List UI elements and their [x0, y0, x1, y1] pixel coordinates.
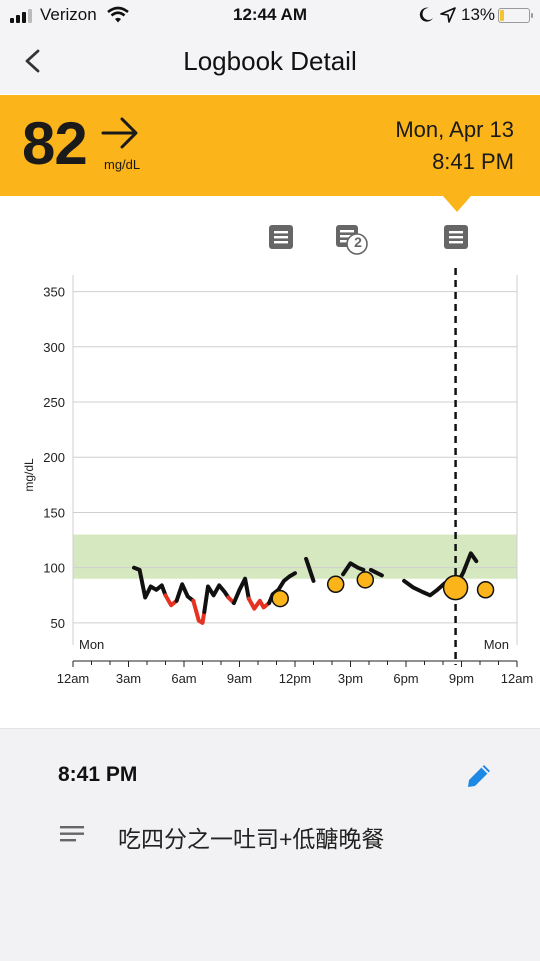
x-tick-label: 6pm: [393, 671, 418, 686]
note-icon[interactable]: [443, 224, 469, 250]
note-stack-icon[interactable]: [335, 224, 369, 256]
glucose-line: [202, 583, 231, 614]
reading-header: 82 mg/dL Mon, Apr 13 8:41 PM: [0, 95, 540, 196]
x-tick-label: 9am: [227, 671, 252, 686]
y-tick-label: 350: [43, 285, 65, 300]
chevron-left-icon[interactable]: [18, 46, 48, 76]
scan-marker[interactable]: [326, 575, 345, 594]
signal-icon: [10, 9, 36, 23]
lines-icon: [60, 826, 84, 842]
glucose-line-low: [191, 598, 207, 625]
battery-percent: 13%: [461, 5, 496, 24]
note-icon[interactable]: [268, 224, 294, 250]
scan-marker[interactable]: [271, 589, 289, 608]
glucose-line-low: [163, 593, 179, 608]
selected-reading-marker[interactable]: [442, 574, 469, 601]
y-tick-label: 250: [43, 395, 65, 410]
carrier-name: Verizon: [40, 5, 97, 24]
x-tick-label: 6am: [171, 671, 196, 686]
status-time: 12:44 AM: [232, 5, 307, 24]
y-tick-label: 300: [43, 340, 65, 355]
x-tick-label: 3pm: [338, 671, 363, 686]
x-tick-label: 12am: [57, 671, 90, 686]
x-tick-label: 9pm: [449, 671, 474, 686]
glucose-chart[interactable]: 350 300 250 200 150 100 50 12am 3am 6am 9am 12pm 3pm…: [0, 260, 540, 700]
moon-icon: [419, 7, 433, 22]
glucose-unit: mg/dL: [104, 157, 141, 172]
x-tick-label: 12am: [501, 671, 534, 686]
glucose-line: [231, 576, 251, 605]
location-icon: [440, 7, 456, 23]
glucose-line: [368, 567, 384, 578]
scan-marker[interactable]: [476, 581, 495, 599]
day-label-right: Mon: [484, 637, 509, 652]
status-bar: Verizon 12:44 AM 13%: [0, 0, 540, 30]
reading-time: 8:41 PM: [432, 149, 514, 174]
note-count-badge: 2: [354, 234, 362, 250]
y-tick-label: 100: [43, 561, 65, 576]
scan-marker[interactable]: [356, 571, 375, 589]
note-text: 吃四分之一吐司+低醣晚餐: [118, 826, 385, 852]
arrow-right-icon: [101, 117, 138, 149]
glucose-line: [341, 561, 366, 577]
page-title: Logbook Detail: [183, 46, 357, 76]
reading-date: Mon, Apr 13: [395, 117, 514, 142]
day-label-left: Mon: [79, 637, 104, 652]
selection-pointer: [443, 196, 471, 212]
pencil-icon[interactable]: [464, 761, 494, 791]
x-tick-label: 12pm: [279, 671, 312, 686]
glucose-line: [132, 565, 168, 600]
y-axis-title: mg/dL: [22, 458, 36, 492]
nav-bar: Logbook Detail: [0, 30, 540, 94]
y-tick-label: 200: [43, 450, 65, 465]
glucose-line-low: [246, 596, 272, 611]
y-tick-label: 50: [51, 616, 65, 631]
battery-icon: [498, 8, 533, 23]
glucose-line: [304, 556, 316, 583]
note-time: 8:41 PM: [58, 763, 138, 786]
x-tick-label: 3am: [116, 671, 141, 686]
wifi-icon: [107, 6, 129, 23]
glucose-value: 82: [22, 110, 88, 177]
y-tick-label: 150: [43, 505, 65, 520]
glucose-line: [174, 582, 196, 603]
note-detail-panel: 8:41 PM 吃四分之一吐司+低醣晚餐: [0, 728, 540, 961]
